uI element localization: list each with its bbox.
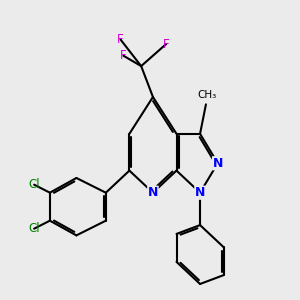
Text: N: N xyxy=(212,157,223,170)
Text: CH₃: CH₃ xyxy=(198,90,217,100)
Text: Cl: Cl xyxy=(28,222,40,235)
Text: Cl: Cl xyxy=(28,178,40,191)
Text: N: N xyxy=(148,186,158,199)
Text: F: F xyxy=(120,49,127,62)
Text: F: F xyxy=(163,38,169,50)
Text: N: N xyxy=(195,186,205,199)
Text: F: F xyxy=(117,33,124,46)
